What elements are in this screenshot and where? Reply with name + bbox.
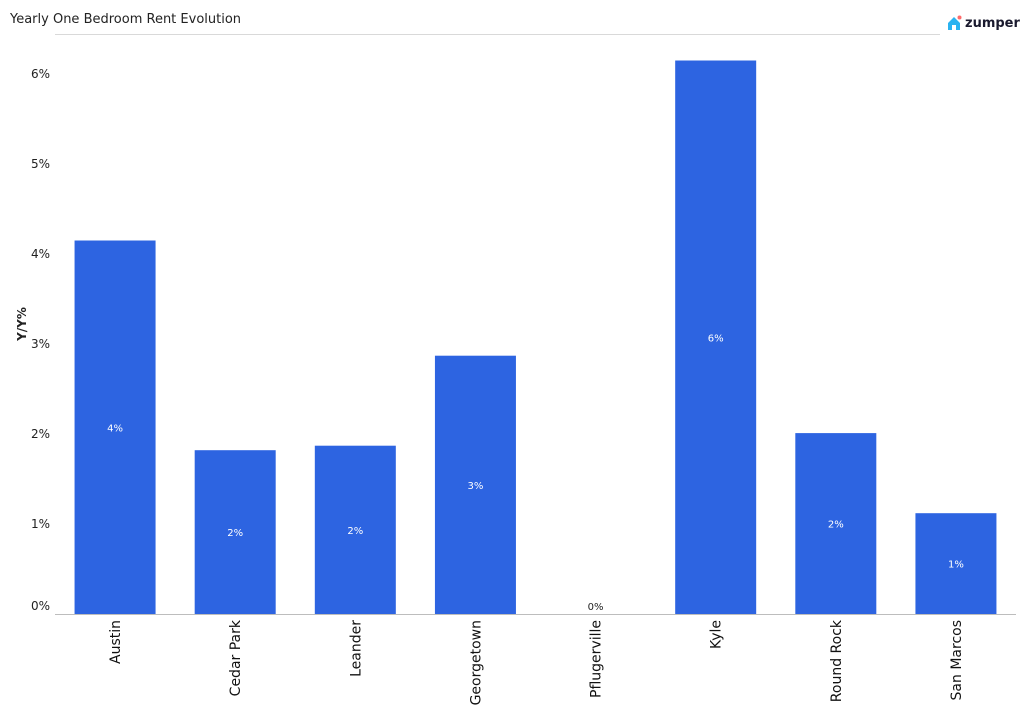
y-tick-label: 5% <box>31 157 50 171</box>
bar[interactable] <box>314 445 396 614</box>
bar[interactable] <box>675 60 757 615</box>
x-category-label: San Marcos <box>949 620 965 700</box>
bars-group: 4% 2% 2% 3% 0% 6% 2% 1% <box>74 60 997 615</box>
bar[interactable] <box>434 355 516 614</box>
data-label: 2% <box>828 520 844 531</box>
x-category-label: Pflugerville <box>589 620 605 698</box>
bar[interactable] <box>74 240 156 615</box>
data-label: 2% <box>227 528 243 539</box>
house-icon <box>948 15 962 30</box>
x-category-label: Austin <box>108 620 124 664</box>
y-tick-label: 1% <box>31 517 50 531</box>
x-category-label: Round Rock <box>829 619 845 702</box>
data-label: 6% <box>708 333 724 344</box>
data-label: 3% <box>468 481 484 492</box>
y-tick-label: 3% <box>31 337 50 351</box>
y-tick-label: 4% <box>31 247 50 261</box>
data-label: 4% <box>107 423 123 434</box>
x-category-label: Cedar Park <box>228 619 244 696</box>
logo-text: zumper <box>965 15 1020 31</box>
y-tick-label: 0% <box>31 599 50 613</box>
chart-title: Yearly One Bedroom Rent Evolution <box>10 12 242 27</box>
x-category-label: Kyle <box>709 620 725 649</box>
data-label: 2% <box>347 526 363 537</box>
data-label: 1% <box>948 560 964 571</box>
y-tick-label: 6% <box>31 67 50 81</box>
bar[interactable] <box>795 433 877 614</box>
x-category-label: Georgetown <box>468 620 484 705</box>
bar[interactable] <box>194 450 276 614</box>
y-tick-label: 2% <box>31 427 50 441</box>
x-category-label: Leander <box>348 620 364 677</box>
zumper-logo: zumper <box>946 13 1020 33</box>
y-axis-title: Y/Y% <box>15 307 29 342</box>
y-axis: Y/Y% 0% 1% 2% 3% 4% 5% 6% <box>15 67 50 613</box>
bar[interactable] <box>915 513 997 614</box>
x-axis: Austin Cedar Park Leander Georgetown Pfluger… <box>55 614 1016 705</box>
data-label: 0% <box>588 602 604 613</box>
title-divider <box>55 34 940 35</box>
